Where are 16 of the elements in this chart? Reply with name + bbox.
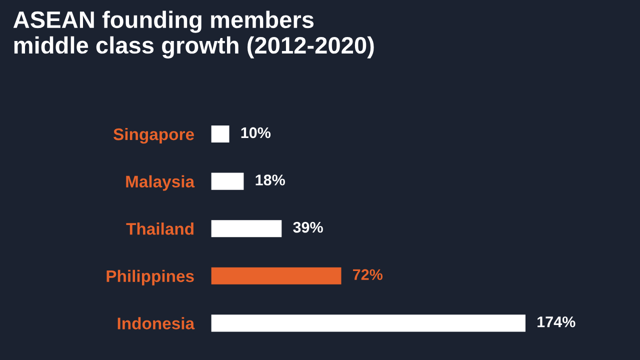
y-tick-label: Philippines [106, 270, 194, 286]
bar [211, 267, 342, 284]
bar [211, 314, 526, 332]
data-label: 18% [256, 174, 285, 186]
y-tick-label: Singapore [114, 128, 194, 144]
y-tick-label: Thailand [126, 222, 194, 235]
bar [211, 220, 282, 238]
bar [211, 172, 244, 190]
chart-title: ASEAN founding members middle class growth (2012-2020) [13, 10, 374, 58]
data-label: 39% [293, 222, 323, 233]
y-tick-label: Indonesia [118, 317, 195, 330]
bar [211, 126, 230, 143]
data-label: 174% [538, 316, 576, 328]
data-label: 10% [241, 127, 271, 138]
y-tick-label: Malaysia [126, 175, 195, 191]
data-label: 72% [353, 269, 383, 280]
